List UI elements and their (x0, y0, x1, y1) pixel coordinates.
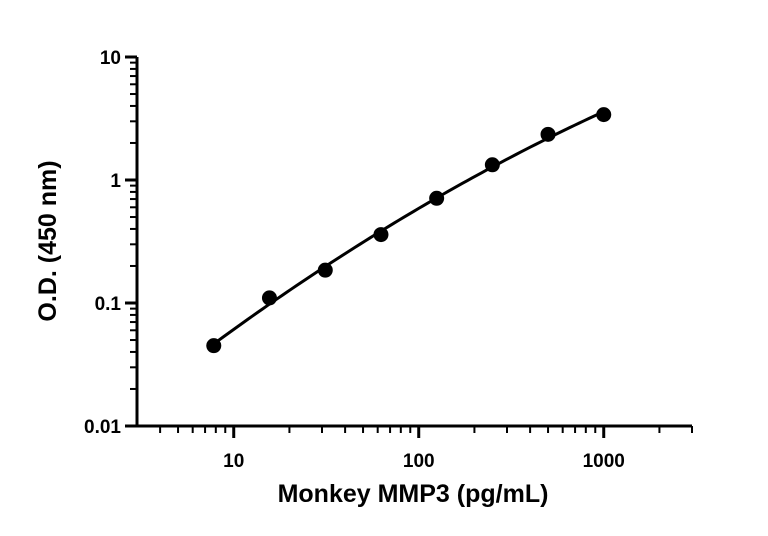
y-tick-label: 1 (110, 171, 121, 192)
y-axis-title: O.D. (450 nm) (34, 160, 62, 321)
x-tick-label: 10 (223, 451, 244, 472)
data-point (261, 290, 277, 306)
data-point (484, 157, 500, 173)
data-point (317, 262, 333, 278)
fit-curve (212, 110, 605, 346)
data-points (206, 107, 612, 354)
y-tick-label: 0.01 (84, 417, 121, 438)
y-axis: 0.01 0.1 1 10 (84, 48, 139, 438)
data-point (429, 190, 445, 206)
x-tick-label: 1000 (583, 451, 625, 472)
data-point (596, 107, 612, 123)
x-axis: 10 100 1000 (137, 424, 693, 472)
y-tick-label: 10 (100, 48, 121, 69)
data-point (540, 126, 556, 142)
x-axis-title: Monkey MMP3 (pg/mL) (278, 480, 549, 508)
fit-curve-layer (212, 110, 605, 346)
y-tick-label: 0.1 (95, 294, 122, 315)
x-tick-label: 100 (403, 451, 435, 472)
data-point (373, 227, 389, 243)
data-point (206, 338, 222, 354)
